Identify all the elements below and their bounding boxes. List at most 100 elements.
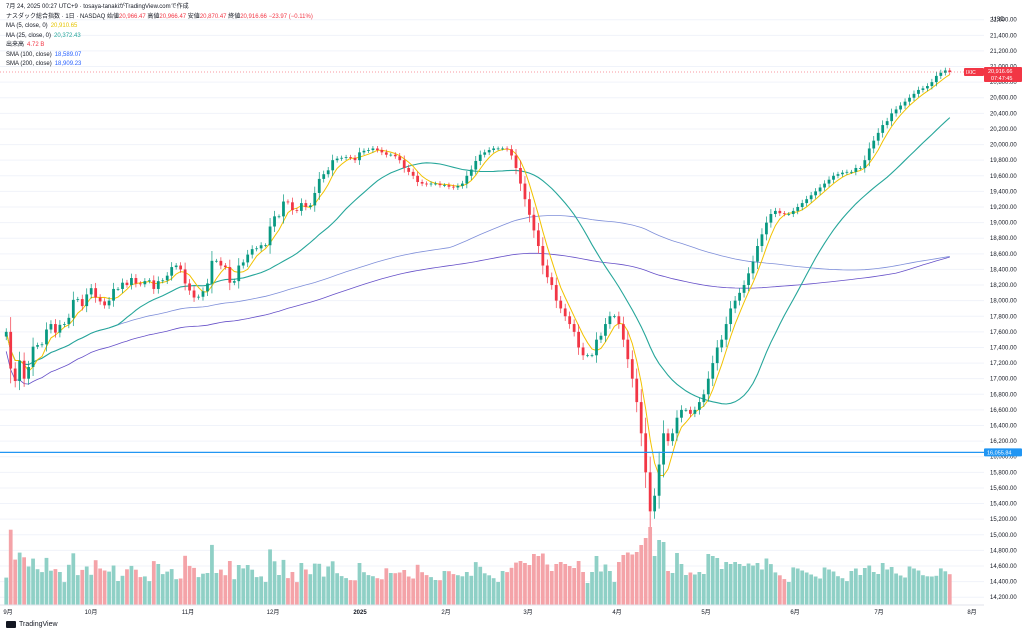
volume-bar — [862, 568, 867, 605]
price-tick-label: 17,000.00 — [990, 377, 1017, 383]
candle-body — [130, 278, 133, 286]
volume-bar — [362, 572, 366, 605]
candle-body — [452, 186, 455, 188]
candle-body — [443, 185, 446, 186]
volume-bar — [724, 562, 729, 605]
volume-bar — [299, 563, 304, 605]
time-tick-label: 2月 — [441, 609, 450, 616]
volume-bar — [903, 577, 907, 605]
candle-body — [134, 278, 138, 284]
volume-bar — [938, 568, 943, 605]
candle-body — [156, 281, 160, 289]
volume-bar — [312, 563, 317, 605]
candle-body — [31, 346, 35, 367]
volume-bar — [165, 571, 170, 605]
time-axis[interactable]: 9月 10月 11月 12月 2025 2月 3月 4月 5月 6月 7月 8月 — [0, 604, 984, 616]
candle-body — [890, 113, 894, 122]
indicator-volume[interactable]: 出来高 4.72 B — [6, 41, 313, 51]
volume-bar — [728, 564, 733, 605]
candle-body — [876, 132, 880, 141]
indicator-ma5[interactable]: MA (5, close, 0) 20,910.65 — [6, 22, 313, 32]
volume-bar — [795, 568, 800, 605]
volume-bar — [764, 558, 769, 605]
candle-body — [751, 261, 755, 274]
time-tick-label: 6月 — [790, 609, 799, 616]
candle-body — [747, 273, 750, 286]
volume-bar — [379, 579, 384, 605]
volume-bar — [303, 569, 308, 605]
volume-bar — [612, 582, 617, 605]
indicator-sma100[interactable]: SMA (100, close) 18,589.07 — [6, 51, 313, 61]
volume-bar — [31, 558, 35, 605]
candle-body — [867, 148, 871, 161]
candle-body — [465, 175, 469, 184]
volume-bar — [473, 562, 478, 605]
indicator-sma200-label: SMA (200, close) — [6, 61, 52, 67]
candle-body — [54, 324, 57, 333]
volume-bar — [371, 576, 375, 605]
candle-body — [13, 368, 17, 382]
volume-bar — [272, 561, 277, 605]
volume-bar — [201, 573, 205, 605]
candle-body — [237, 265, 241, 282]
candle-body — [174, 265, 178, 268]
volume-bar — [760, 569, 764, 605]
indicator-ma25[interactable]: MA (25, close, 0) 20,372.43 — [6, 32, 313, 42]
symbol-name[interactable]: ナスダック総合指数 · 1日 · NASDAQ — [6, 13, 106, 20]
volume-bar — [218, 569, 223, 605]
candle-body — [80, 299, 84, 307]
volume-bar — [692, 574, 697, 605]
volume-bar — [460, 576, 465, 605]
candle-body — [268, 226, 272, 246]
volume-bar — [196, 577, 201, 605]
volume-bar — [156, 564, 161, 605]
candle-body — [18, 360, 22, 382]
price-tick-label: 18,800.00 — [990, 236, 1017, 242]
price-tick-label: 18,600.00 — [990, 252, 1017, 258]
volume-bar — [853, 568, 858, 605]
volume-bar — [402, 570, 407, 605]
volume-bar — [254, 577, 259, 605]
price-tick-label: 17,600.00 — [990, 330, 1017, 336]
candle-body — [621, 324, 625, 340]
volume-bar — [223, 575, 228, 605]
volume-bar — [688, 572, 693, 605]
volume-bar — [831, 571, 836, 605]
candle-body — [738, 292, 741, 301]
volume-bar — [98, 568, 103, 605]
candle-body — [523, 183, 527, 200]
tradingview-logo[interactable]: TradingView — [6, 621, 58, 628]
candle-body — [532, 214, 536, 231]
volume-bar — [160, 574, 165, 605]
price-axis[interactable]: USD 21,600.0021,400.0021,200.0021,000.00… — [984, 0, 1024, 605]
candle-body — [559, 300, 563, 309]
volume-bar — [540, 553, 545, 605]
indicator-ma5-label: MA (5, close, 0) — [6, 23, 48, 29]
price-tick-label: 21,200.00 — [990, 49, 1017, 55]
volume-bar — [751, 565, 755, 605]
candle-body — [425, 183, 428, 185]
indicator-sma200[interactable]: SMA (200, close) 18,909.23 — [6, 60, 313, 70]
candle-body — [715, 347, 719, 364]
candle-body — [586, 355, 589, 357]
candle-body — [733, 300, 737, 309]
volume-bar — [639, 545, 644, 605]
candle-body — [183, 269, 187, 284]
candle-body — [505, 148, 509, 150]
volume-bar — [58, 572, 62, 605]
candle-body — [894, 109, 898, 114]
volume-bar — [925, 576, 930, 605]
volume-bar — [549, 571, 554, 605]
volume-bar — [482, 573, 487, 605]
volume-bar — [858, 575, 863, 605]
candle-body — [832, 175, 835, 180]
volume-bar — [84, 566, 89, 605]
volume-bar — [330, 561, 335, 605]
candle-body — [908, 97, 911, 102]
volume-bar — [827, 569, 831, 605]
price-tick-label: 18,200.00 — [990, 283, 1017, 289]
volume-bar — [706, 554, 711, 605]
volume-bar — [4, 577, 9, 605]
